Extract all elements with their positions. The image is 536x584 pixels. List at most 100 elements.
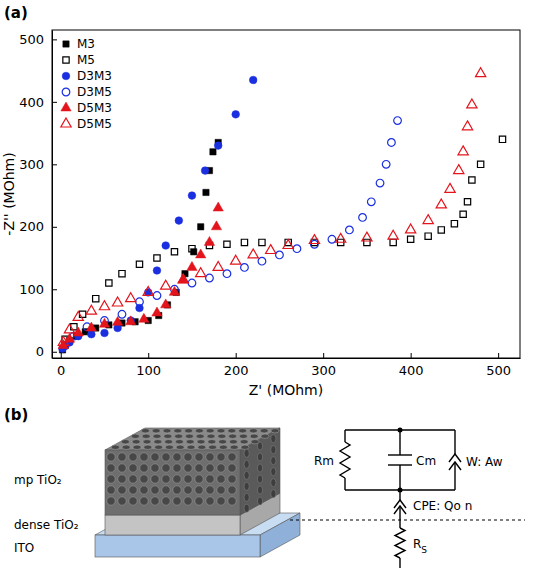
y-tick-label: 400 [19,95,44,110]
plot-frame [52,30,520,358]
point [367,198,375,206]
pore [153,434,161,438]
pore [217,497,225,505]
figure: 01002003004005000100200300400500Z' (MOhm… [0,0,536,584]
point [187,261,197,270]
point [499,136,505,142]
point [201,167,209,175]
point [211,221,221,230]
pore [217,453,225,461]
y-axis: 0100200300400500 [19,31,57,360]
diagram: (b)mp TiO₂dense TiO₂ITORmCmW: AwCPE: Qo … [4,406,525,568]
pore [217,475,225,483]
layer-label: mp TiO₂ [14,473,62,487]
pore [152,429,160,433]
x-tick-mark [323,353,324,358]
x-tick: 500 [486,353,511,378]
pore [271,446,276,454]
point [231,255,241,264]
wire [344,430,345,442]
x-tick-mark [61,353,62,358]
x-tick-mark [148,353,149,358]
point [204,236,214,245]
point [161,280,171,289]
point [196,268,206,277]
point [423,215,433,224]
y-tick-mark [52,164,57,165]
circuit-label: W: Aw [466,455,503,469]
pore [140,497,148,505]
point [407,236,413,242]
pore [140,464,148,472]
pore [228,497,236,505]
wire [454,462,455,490]
pore [184,464,192,472]
wire [344,478,345,490]
pore [249,429,257,433]
x-tick-label: 400 [399,363,424,378]
pore [184,475,192,483]
legend-label: D3M5 [77,85,112,99]
point [112,316,122,325]
point [152,307,162,316]
point [336,233,346,242]
point [178,274,188,283]
pore [111,445,119,449]
pore [257,453,262,461]
pore [140,475,148,483]
pore [173,497,181,505]
legend-item: M3 [63,37,95,51]
legend-item: D5M3 [61,101,112,115]
pore [173,486,181,494]
point [388,230,398,239]
y-tick-label: 0 [36,344,44,359]
pore [132,440,140,444]
pore [107,486,115,494]
pore [240,440,248,444]
y-tick-label: 500 [19,32,44,47]
series [61,117,401,350]
pore [175,434,183,438]
point [126,316,136,325]
x-tick: 100 [136,353,161,378]
point [477,161,483,167]
legend-item: M5 [63,53,95,67]
legend-item: D3M5 [62,85,112,99]
pore [195,486,203,494]
point [206,274,214,282]
pore [228,475,236,483]
point [153,267,161,275]
x-tick-label: 200 [224,363,249,378]
pore [151,453,159,461]
point [73,311,83,320]
pore [217,486,225,494]
layer-label: dense TiO₂ [14,518,79,532]
pore [118,497,126,505]
pore [209,445,217,449]
point [241,239,247,245]
pore [261,434,269,438]
mp-layer [105,428,280,515]
pore [229,440,237,444]
pore [175,440,183,444]
point [99,318,109,327]
pore [228,464,236,472]
ito-layer [95,513,300,557]
pore [260,429,268,433]
pore [129,464,137,472]
capacitor-plate [388,454,412,455]
pore [206,475,214,483]
pore [244,493,249,501]
point [143,286,153,295]
point [259,239,265,245]
pore [195,429,203,433]
pore [129,497,137,505]
separator [290,520,525,521]
point [458,146,468,155]
point [210,149,216,155]
pore [173,475,181,483]
pore [195,453,203,461]
resistor [340,442,350,478]
point [276,251,284,259]
point [359,214,367,222]
